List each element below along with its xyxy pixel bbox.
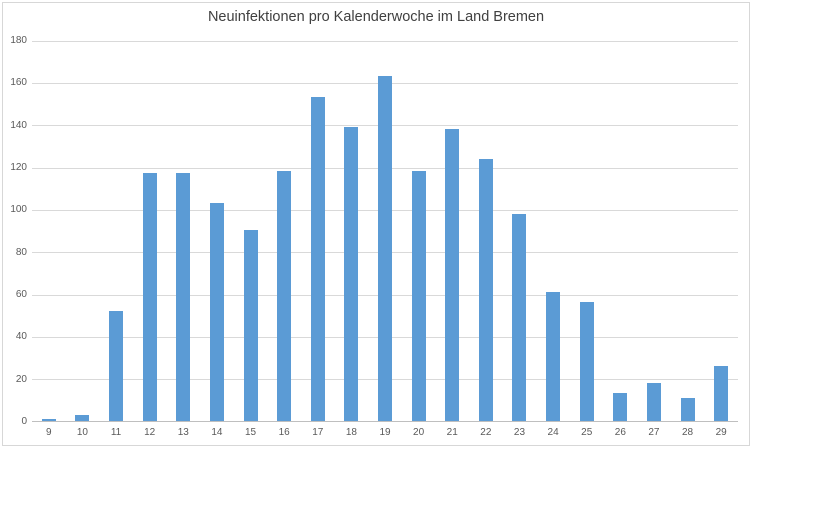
- y-tick-label: 40: [15, 331, 27, 343]
- x-axis-line: [32, 421, 738, 422]
- gridline: [32, 40, 738, 42]
- x-tick-label: 10: [76, 427, 88, 438]
- y-tick-label: 80: [15, 246, 27, 258]
- bar-week-29: [714, 366, 729, 421]
- x-tick-label: 26: [614, 427, 626, 438]
- x-tick-label: 14: [211, 427, 223, 438]
- y-tick-label: 0: [21, 416, 27, 427]
- y-tick-label: 120: [10, 162, 27, 173]
- x-tick-label: 19: [379, 427, 391, 438]
- bar-week-22: [478, 159, 493, 421]
- bar-week-17: [310, 97, 325, 421]
- y-tick-label: 100: [10, 204, 27, 216]
- bar-week-11: [109, 311, 124, 421]
- bar-week-15: [243, 230, 258, 421]
- chart-frame: Neuinfektionen pro Kalenderwoche im Land…: [2, 2, 750, 446]
- x-tick-label: 21: [446, 427, 458, 438]
- bar-week-28: [680, 398, 695, 421]
- bar-week-23: [512, 214, 527, 421]
- x-tick-label: 17: [312, 427, 324, 438]
- y-tick-label: 160: [10, 77, 27, 89]
- bar-week-20: [411, 171, 426, 421]
- bar-week-9: [41, 419, 56, 421]
- bar-week-19: [378, 76, 392, 421]
- x-tick-label: 22: [480, 427, 492, 438]
- bar-week-16: [277, 171, 292, 421]
- x-tick-label: 12: [144, 427, 156, 438]
- bar-week-21: [445, 129, 460, 421]
- bar-week-24: [546, 292, 561, 421]
- y-tick-label: 140: [10, 119, 27, 131]
- x-tick-label: 24: [547, 427, 559, 438]
- x-tick-label: 28: [682, 427, 694, 438]
- bar-week-25: [579, 302, 594, 421]
- x-tick-label: 9: [46, 427, 52, 438]
- x-tick-label: 23: [513, 427, 526, 438]
- x-tick-label: 16: [278, 427, 290, 438]
- x-tick-label: 13: [177, 427, 189, 438]
- chart-title: Neuinfektionen pro Kalenderwoche im Land…: [207, 9, 545, 25]
- bar-week-27: [646, 383, 661, 421]
- y-tick-label: 180: [10, 35, 27, 46]
- x-tick-label: 27: [648, 427, 660, 438]
- bar-week-10: [75, 415, 90, 421]
- x-tick-label: 20: [413, 427, 425, 438]
- y-tick-label: 60: [15, 289, 27, 300]
- x-tick-label: 18: [345, 427, 357, 438]
- x-tick-label: 25: [581, 427, 593, 438]
- plot-area: [32, 40, 738, 422]
- bar-week-13: [176, 173, 191, 421]
- bar-week-12: [142, 173, 157, 421]
- x-tick-label: 15: [244, 427, 257, 438]
- bar-week-14: [209, 203, 224, 421]
- y-tick-label: 20: [15, 373, 27, 385]
- bar-week-18: [344, 127, 359, 421]
- x-tick-label: 29: [715, 427, 727, 438]
- bar-week-26: [613, 393, 628, 421]
- x-tick-label: 11: [110, 427, 122, 438]
